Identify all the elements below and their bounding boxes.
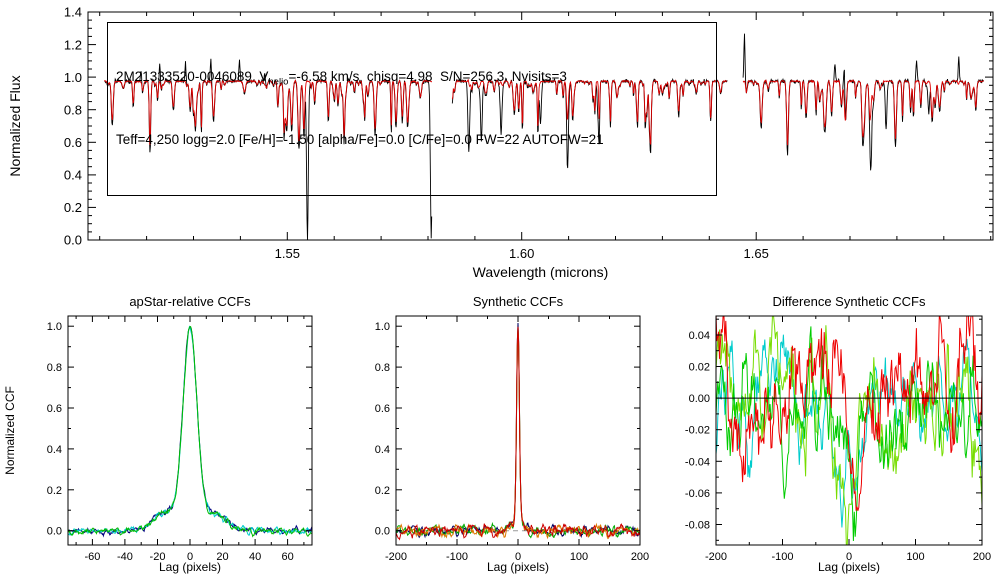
x-axis-label: Lag (pixels) <box>487 560 549 574</box>
spectrum-annotation-box: 2M21333520-0046089 Vhelio=-6.58 km/s chi… <box>107 22 717 196</box>
y-tick-label: 1.0 <box>64 70 82 85</box>
x-tick-label: -60 <box>84 551 100 563</box>
diff-series <box>716 316 982 511</box>
x-tick-label: 20 <box>216 551 228 563</box>
y-tick-label: 0.04 <box>689 330 710 342</box>
ccf-series <box>396 322 640 539</box>
axes-frame <box>715 315 983 546</box>
x-tick-label: 100 <box>906 551 924 563</box>
panel-title: Synthetic CCFs <box>473 294 564 309</box>
x-tick-label: -100 <box>771 551 793 563</box>
x-tick-label: 60 <box>281 551 293 563</box>
x-tick-label: 100 <box>570 551 588 563</box>
axes-frame <box>395 315 641 546</box>
y-tick-label: 0.0 <box>375 526 390 538</box>
y-axis-label: Normalized CCF <box>3 386 17 475</box>
x-tick-label: 1.60 <box>509 246 534 261</box>
y-tick-label: 0.8 <box>64 102 82 117</box>
x-tick-label: -200 <box>705 551 727 563</box>
x-tick-label: -200 <box>385 551 407 563</box>
model-spectrum <box>104 79 433 145</box>
y-tick-label: 0.6 <box>64 135 82 150</box>
y-tick-label: 0.4 <box>47 444 62 456</box>
panel-title: apStar-relative CCFs <box>129 294 251 309</box>
y-tick-label: 0.0 <box>47 526 62 538</box>
y-tick-label: 1.0 <box>47 321 62 333</box>
x-axis-label: Wavelength (microns) <box>473 264 609 280</box>
x-tick-label: 1.65 <box>744 246 769 261</box>
annotation-fit-stats: =-6.58 km/s chisq=4.98 S/N=256.3 Nvisits… <box>288 68 567 84</box>
y-tick-label: 0.2 <box>375 485 390 497</box>
y-tick-label: 0.6 <box>375 403 390 415</box>
y-tick-label: 0.8 <box>47 362 62 374</box>
x-tick-label: 200 <box>631 551 649 563</box>
annotation-line-2: Teff=4,250 logg=2.0 [Fe/H]=-1.50 [alpha/… <box>116 131 604 147</box>
x-tick-label: -20 <box>150 551 166 563</box>
y-tick-label: -0.08 <box>685 519 710 531</box>
x-tick-label: 1.55 <box>275 246 300 261</box>
annotation-line-1: 2M21333520-0046089 Vhelio=-6.58 km/s chi… <box>116 67 708 90</box>
ccf-series <box>68 326 312 538</box>
axes-frame <box>67 315 313 546</box>
spectrum-panel: 1.55 1.60 1.65 0.0 0.2 0.4 0.6 0.8 1.0 1.2 1.4 Wave… <box>7 5 994 280</box>
ccf-series <box>396 329 640 539</box>
ccf-series <box>68 325 312 536</box>
y-tick-label: 0.0 <box>64 233 82 248</box>
y-tick-label: 0.2 <box>47 485 62 497</box>
synthetic-ccf-panel: -200 -100 0 100 200 0.0 0.2 0.4 0.6 0.8 1.0 Synthet… <box>375 294 649 574</box>
x-tick-label: 0 <box>515 551 521 563</box>
model-spectrum <box>451 78 728 145</box>
y-tick-label: 0.2 <box>64 200 82 215</box>
y-tick-label: -0.04 <box>685 456 710 468</box>
x-tick-label: 40 <box>249 551 261 563</box>
y-tick-label: 1.0 <box>375 321 390 333</box>
observed-spectrum <box>742 33 985 171</box>
x-tick-label: -40 <box>117 551 133 563</box>
model-spectrum <box>742 79 984 146</box>
y-tick-label: 0.00 <box>689 393 710 405</box>
y-tick-label: 0.4 <box>375 444 390 456</box>
x-tick-label: 0 <box>187 551 193 563</box>
x-tick-label: -100 <box>446 551 468 563</box>
axes-frame <box>87 11 994 241</box>
ccf-series <box>68 325 312 538</box>
apstar-ccf-panel: -60 -40 -20 0 20 40 60 0.0 0.2 0.4 0.6 0.8 1.0 apStar… <box>3 294 313 574</box>
y-tick-label: 0.8 <box>375 362 390 374</box>
x-tick-label: 200 <box>973 551 991 563</box>
y-tick-label: 0.4 <box>64 168 82 183</box>
diff-series <box>716 326 982 542</box>
x-axis-label: Lag (pixels) <box>159 560 221 574</box>
x-axis-label: Lag (pixels) <box>818 560 880 574</box>
y-tick-label: -0.06 <box>685 488 710 500</box>
y-tick-label: -0.02 <box>685 425 710 437</box>
y-tick-label: 1.4 <box>64 5 82 20</box>
y-tick-label: 0.6 <box>47 403 62 415</box>
difference-ccf-panel: -200 -100 0 100 200 -0.08 -0.06 -0.04 -0.02 0.00 0… <box>685 294 991 574</box>
annotation-star-id: 2M21333520-0046089 V <box>116 68 269 84</box>
ccf-series <box>396 326 640 541</box>
annotation-vhelio-subscript: helio <box>268 76 289 88</box>
y-tick-label: 0.02 <box>689 362 710 374</box>
x-tick-label: 0 <box>846 551 852 563</box>
ccf-series <box>396 326 640 540</box>
y-axis-label: Normalized Flux <box>7 75 23 176</box>
y-tick-label: 1.2 <box>64 37 82 52</box>
panel-title: Difference Synthetic CCFs <box>773 294 926 309</box>
